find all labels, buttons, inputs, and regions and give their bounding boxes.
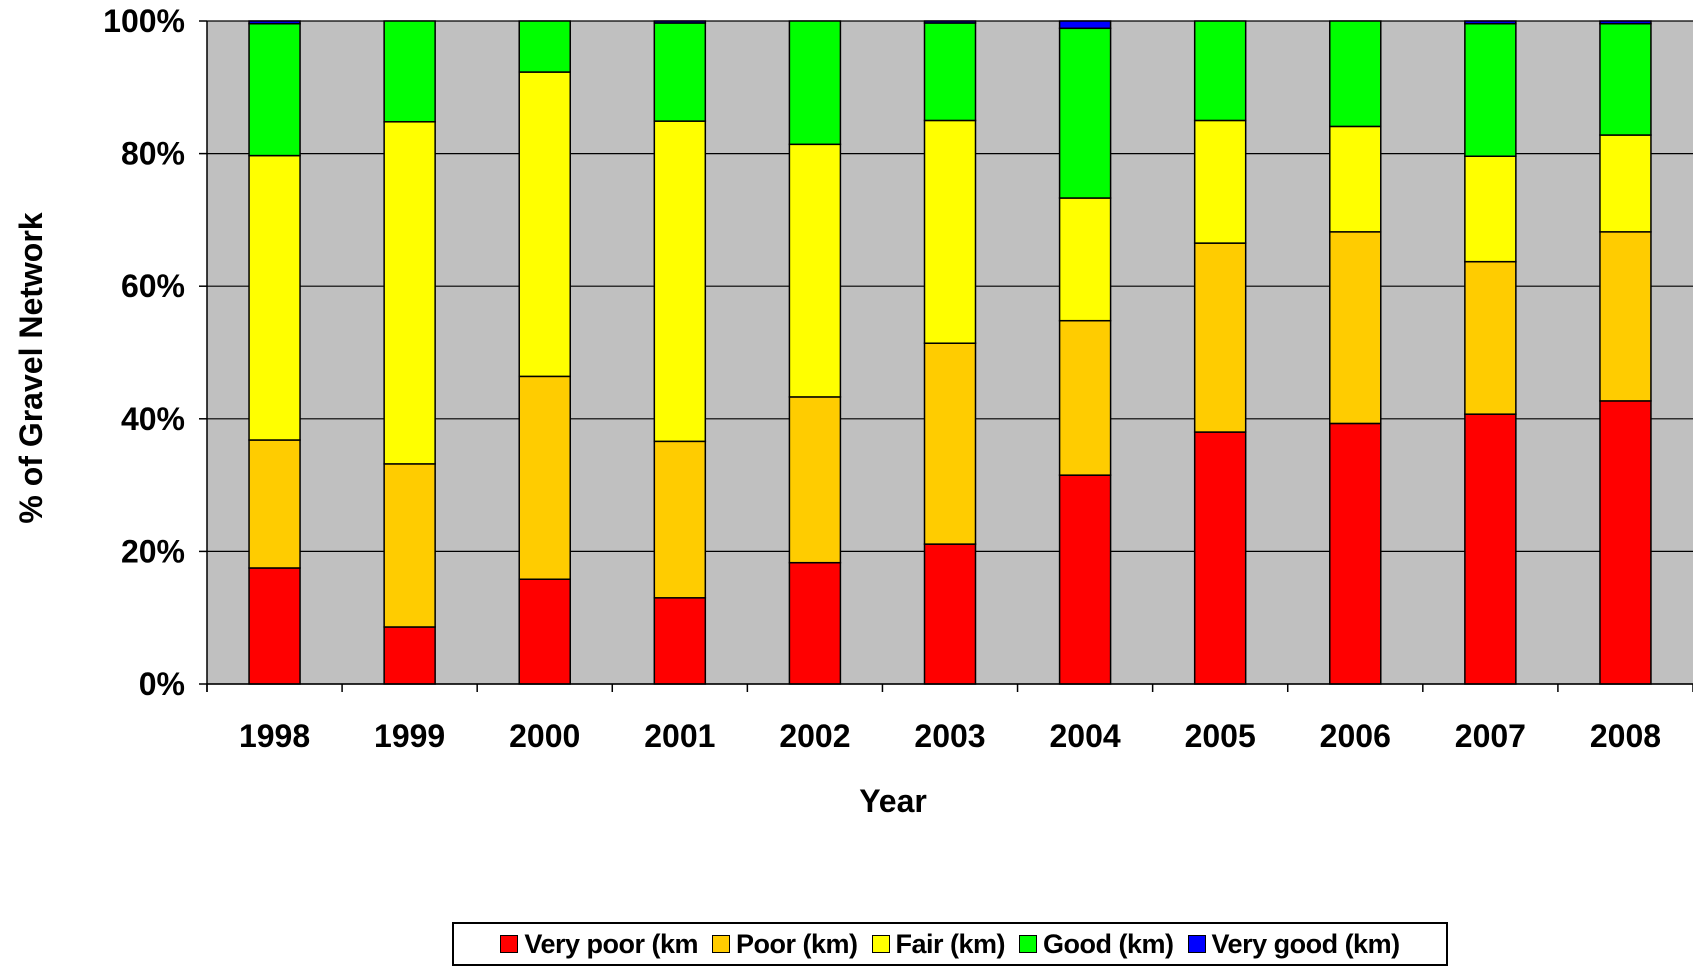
y-tick-label: 100% bbox=[103, 3, 185, 39]
bar-segment bbox=[518, 71, 571, 378]
axes: 0% 20% 40% 60% 80% 100% 1998 1999 2000 2001 2002 20… bbox=[103, 3, 1693, 754]
bar-segment bbox=[923, 342, 977, 545]
bar-segment bbox=[923, 119, 977, 344]
bar-segment bbox=[1599, 134, 1652, 233]
x-tick-label: 2004 bbox=[1049, 718, 1120, 754]
bar-segment bbox=[1599, 22, 1652, 136]
bar-segment bbox=[1464, 22, 1517, 158]
y-tick-label: 60% bbox=[121, 268, 185, 304]
x-tick-label: 2000 bbox=[509, 718, 580, 754]
stacked-bar-chart: 0% 20% 40% 60% 80% 100% 1998 1999 2000 2001 2002 20… bbox=[13, 3, 1693, 819]
x-tick-label: 2008 bbox=[1590, 718, 1661, 754]
bar-segment bbox=[1464, 20, 1517, 25]
bar-segment bbox=[923, 543, 977, 685]
bar-segment bbox=[653, 120, 707, 443]
bar-segment bbox=[1058, 197, 1112, 322]
bar-segment bbox=[248, 22, 301, 157]
bar-segment bbox=[1193, 431, 1247, 685]
legend-label: Very poor (km bbox=[524, 928, 698, 959]
bar-segment bbox=[1464, 260, 1517, 415]
bar-segment bbox=[653, 440, 707, 599]
bar-segment bbox=[1599, 20, 1652, 25]
bar-segment bbox=[518, 578, 571, 685]
bar-segment bbox=[518, 20, 571, 73]
y-tick-label: 0% bbox=[139, 666, 185, 702]
bar-segment bbox=[1193, 242, 1247, 433]
bar-segment bbox=[248, 567, 301, 685]
bar-segment bbox=[383, 20, 436, 123]
bar-segment bbox=[1058, 319, 1112, 476]
legend-swatch bbox=[871, 935, 890, 953]
y-tick-label: 20% bbox=[121, 533, 185, 569]
bar-segment bbox=[248, 154, 301, 441]
bar-segment bbox=[383, 121, 436, 465]
x-tick-label: 2005 bbox=[1185, 718, 1256, 754]
bar-segment bbox=[518, 375, 571, 580]
legend: Very poor (km Poor (km) Fair (km) Good (km)… bbox=[452, 922, 1448, 966]
plot-area bbox=[207, 20, 1693, 685]
legend-item: Very poor (km bbox=[500, 929, 698, 960]
bar-segment bbox=[923, 22, 977, 122]
bar-segment bbox=[653, 20, 707, 24]
x-tick-label: 2006 bbox=[1320, 718, 1391, 754]
bar-segment bbox=[1464, 413, 1517, 685]
bar-segment bbox=[1329, 231, 1382, 425]
legend-label: Fair (km) bbox=[895, 928, 1006, 959]
bar-segment bbox=[1193, 119, 1247, 244]
legend-swatch bbox=[500, 935, 519, 953]
bar-segment bbox=[1464, 155, 1517, 263]
bar-segment bbox=[1058, 474, 1112, 685]
x-tick-label: 1998 bbox=[239, 718, 310, 754]
bar-segment bbox=[383, 463, 436, 628]
bar-segment bbox=[1599, 231, 1652, 402]
x-tick-label: 1999 bbox=[374, 718, 445, 754]
bar-segment bbox=[1193, 20, 1247, 122]
legend-swatch bbox=[1019, 935, 1038, 953]
bar-segment bbox=[653, 597, 707, 685]
legend-label: Poor (km) bbox=[735, 928, 858, 959]
legend-swatch bbox=[711, 935, 730, 953]
bar-segment bbox=[248, 20, 301, 25]
legend-swatch bbox=[1187, 935, 1206, 953]
bar-segment bbox=[1329, 20, 1382, 128]
x-tick-label: 2003 bbox=[914, 718, 985, 754]
x-tick-label: 2007 bbox=[1455, 718, 1526, 754]
legend-item: Poor (km) bbox=[711, 928, 858, 960]
bar-segment bbox=[1329, 125, 1382, 233]
x-axis-title: Year bbox=[859, 783, 927, 819]
legend-label: Good (km) bbox=[1043, 928, 1174, 959]
x-tick-label: 2002 bbox=[779, 718, 850, 754]
bar-segment bbox=[653, 22, 707, 122]
bar-segment bbox=[1058, 20, 1112, 30]
bar-segment bbox=[788, 561, 842, 685]
bar-segment bbox=[788, 396, 842, 564]
y-tick-label: 80% bbox=[121, 136, 185, 172]
bar-segment bbox=[1599, 400, 1652, 685]
legend-item: Very good (km) bbox=[1187, 928, 1401, 960]
legend-item: Fair (km) bbox=[871, 928, 1006, 960]
x-tick-label: 2001 bbox=[644, 718, 715, 754]
bar-segment bbox=[1329, 422, 1382, 685]
y-axis-title: % of Gravel Network bbox=[13, 212, 49, 523]
bar-segment bbox=[248, 439, 301, 569]
bar-segment bbox=[788, 143, 842, 398]
y-tick-label: 40% bbox=[121, 401, 185, 437]
legend-item: Good (km) bbox=[1019, 929, 1174, 960]
bar-segment bbox=[788, 20, 842, 146]
legend-label: Very good (km) bbox=[1211, 928, 1401, 959]
bar-segment bbox=[1058, 27, 1112, 199]
bar-segment bbox=[383, 626, 436, 685]
bar-segment bbox=[923, 20, 977, 24]
